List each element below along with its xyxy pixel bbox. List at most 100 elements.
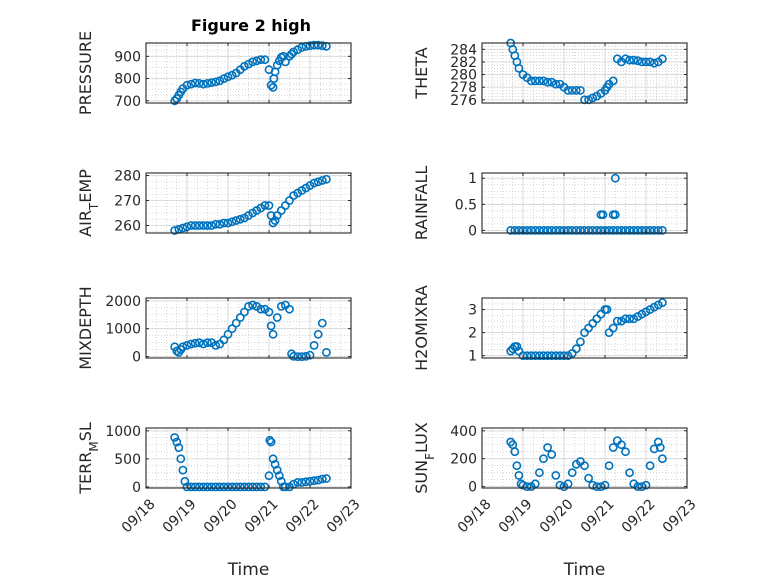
data-point [203, 221, 212, 230]
axes-box [481, 297, 688, 359]
y-tick-label: 1000 [105, 322, 141, 338]
data-point [539, 351, 548, 361]
data-point [176, 454, 186, 464]
data-point [510, 225, 520, 235]
data-point [547, 77, 557, 87]
data-point [514, 470, 524, 480]
subplot-4: 0 0.5 1 RAINFALL [412, 166, 688, 240]
subplot-5: 0 1000 2000 MIXDEPTH [76, 286, 352, 370]
y-tick-label: 0 [468, 480, 477, 496]
y-tick-label: 1000 [105, 424, 141, 440]
data-point [280, 482, 290, 492]
data-point [653, 225, 663, 235]
data-point [535, 225, 544, 235]
data-point [268, 83, 278, 92]
y-tick-label: 700 [114, 94, 141, 110]
data-point [219, 335, 229, 345]
data-point [198, 221, 208, 230]
y-tick-label: 1 [468, 171, 477, 187]
data-point [608, 76, 618, 86]
data-point [506, 225, 516, 235]
data-point [658, 54, 667, 64]
data-point [510, 447, 520, 457]
data-point [194, 79, 204, 88]
data-point [571, 86, 581, 95]
data-point [551, 470, 561, 480]
data-point [178, 465, 188, 475]
data-point [198, 79, 208, 89]
data-point [526, 351, 536, 361]
data-point [563, 479, 573, 489]
data-point [305, 350, 315, 360]
data-point [641, 480, 651, 490]
y-tick-label: 270 [114, 194, 141, 210]
data-point [313, 40, 323, 50]
data-point [170, 96, 180, 106]
data-point [321, 347, 331, 357]
data-point [272, 313, 282, 322]
x-axis-label: Time [227, 560, 270, 580]
data-point [592, 482, 602, 491]
data-point [272, 60, 282, 70]
data-point [231, 216, 241, 225]
data-point [248, 57, 257, 67]
y-tick-label: 0 [468, 223, 477, 239]
data-point [256, 482, 266, 492]
data-point [551, 351, 561, 361]
data-point [207, 221, 216, 230]
data-point [289, 351, 298, 361]
axes-box [481, 42, 688, 104]
data-point [293, 352, 303, 361]
data-point [203, 482, 212, 492]
data-point [621, 447, 630, 457]
data-point [270, 216, 280, 225]
data-point [567, 86, 577, 95]
data-point [543, 225, 552, 235]
data-point [526, 225, 536, 235]
x-axis-label: Time [563, 560, 606, 580]
data-point [182, 80, 192, 90]
data-point [235, 313, 245, 322]
data-point [535, 468, 544, 478]
data-point [186, 339, 196, 349]
data-point [297, 477, 307, 487]
data-point [194, 338, 204, 348]
data-point [567, 468, 577, 478]
data-point [317, 474, 327, 484]
data-point [264, 201, 274, 210]
data-point [266, 321, 276, 331]
data-point [317, 176, 327, 185]
data-point [617, 440, 626, 450]
data-point [604, 461, 614, 471]
y-tick-label: 3 [468, 303, 477, 319]
axes-box [145, 42, 352, 104]
data-point [559, 351, 569, 361]
data-point [602, 305, 612, 314]
data-point [608, 323, 618, 333]
subplot-3: 260 270 280 AIRTEMP [76, 169, 352, 237]
data-point [313, 177, 323, 187]
y-axis-label: TERRMSL [76, 422, 101, 495]
y-tick-label: 280 [450, 68, 477, 84]
data-point [194, 482, 204, 492]
data-point [266, 437, 276, 447]
y-axis-label: MIXDEPTH [76, 286, 95, 369]
data-point [198, 339, 208, 349]
data-point [313, 475, 323, 485]
data-point [641, 57, 651, 67]
data-point [280, 57, 290, 67]
y-tick-label: 282 [450, 55, 477, 71]
data-point [629, 55, 639, 65]
data-point [547, 225, 557, 235]
data-point [637, 57, 647, 67]
data-point [514, 63, 524, 73]
data-point [203, 79, 212, 88]
data-point [649, 58, 659, 68]
data-point [239, 482, 249, 492]
data-point [625, 225, 634, 235]
data-point [530, 76, 540, 86]
y-tick-label: 276 [450, 93, 477, 109]
data-point [276, 301, 286, 311]
data-point [186, 221, 196, 230]
